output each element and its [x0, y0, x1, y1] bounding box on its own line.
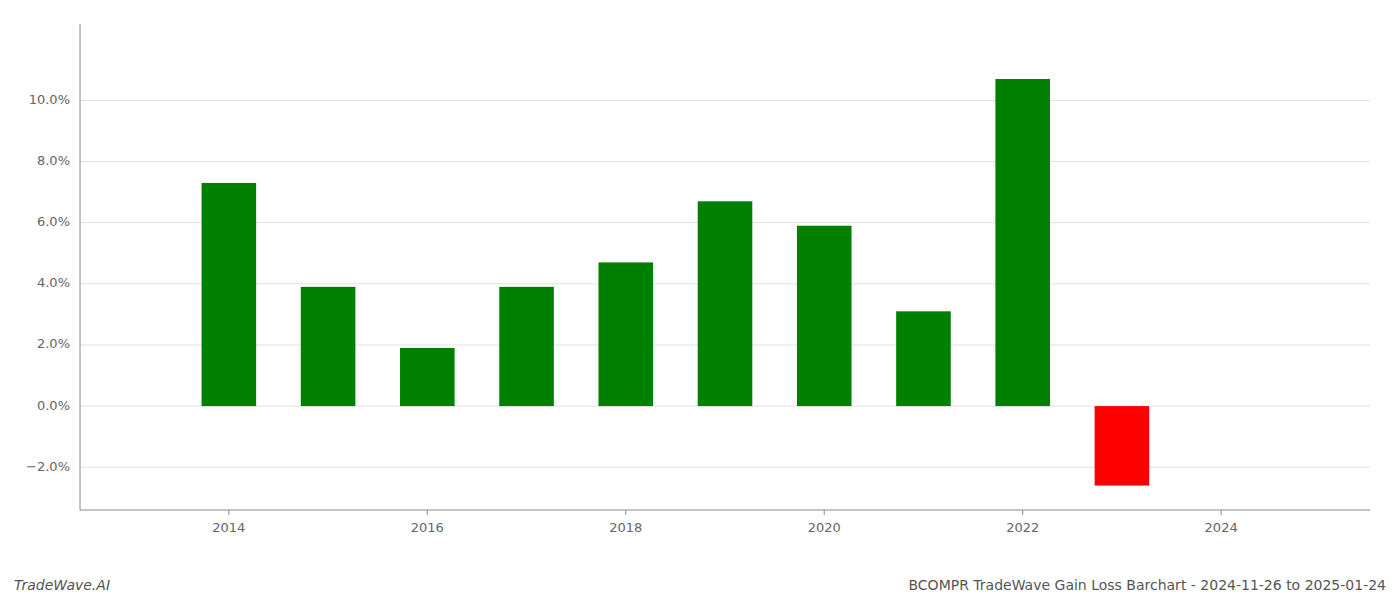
- x-ticks: 2014 2016 2018 2020 2022 2024: [212, 510, 1237, 535]
- grid-line: [80, 467, 1370, 468]
- x-tick: [1221, 510, 1222, 515]
- bar: [797, 226, 852, 406]
- bar: [698, 201, 753, 406]
- y-grid: [80, 100, 1370, 467]
- x-tick-label: 2024: [1205, 520, 1238, 535]
- grid-line: [80, 161, 1370, 162]
- x-tick-label: 2020: [808, 520, 841, 535]
- bars: [202, 79, 1150, 486]
- y-tick-label: −2.0%: [26, 459, 70, 474]
- x-tick-label: 2014: [212, 520, 245, 535]
- x-tick: [1022, 510, 1023, 515]
- chart: −2.0%0.0%2.0%4.0%6.0%8.0%10.0%2014201620…: [0, 0, 1400, 600]
- bar: [1095, 406, 1150, 485]
- y-axis-line: [80, 24, 81, 510]
- y-tick-label: 0.0%: [37, 398, 70, 413]
- y-tick-labels: −2.0% 0.0% 2.0% 4.0% 6.0% 8.0% 10.0%: [26, 92, 70, 474]
- x-tick: [228, 510, 229, 515]
- bar: [598, 262, 653, 406]
- bar: [301, 287, 356, 406]
- bar: [499, 287, 554, 406]
- y-tick-label: 2.0%: [37, 336, 70, 351]
- x-axis-line: [80, 510, 1370, 511]
- y-tick-label: 10.0%: [29, 92, 70, 107]
- watermark: TradeWave.AI: [14, 577, 110, 593]
- y-tick-label: 6.0%: [37, 214, 70, 229]
- title: BCOMPR TradeWave Gain Loss Barchart - 20…: [908, 577, 1386, 593]
- bar: [400, 348, 455, 406]
- bar: [202, 183, 257, 406]
- x-tick-label: 2022: [1006, 520, 1039, 535]
- y-tick-label: 8.0%: [37, 153, 70, 168]
- bar: [896, 311, 951, 406]
- x-tick-label: 2018: [609, 520, 642, 535]
- bar: [995, 79, 1050, 406]
- x-tick-label: 2016: [411, 520, 444, 535]
- y-tick-label: 4.0%: [37, 275, 70, 290]
- x-tick: [625, 510, 626, 515]
- x-tick: [427, 510, 428, 515]
- grid-line: [80, 100, 1370, 101]
- x-tick: [824, 510, 825, 515]
